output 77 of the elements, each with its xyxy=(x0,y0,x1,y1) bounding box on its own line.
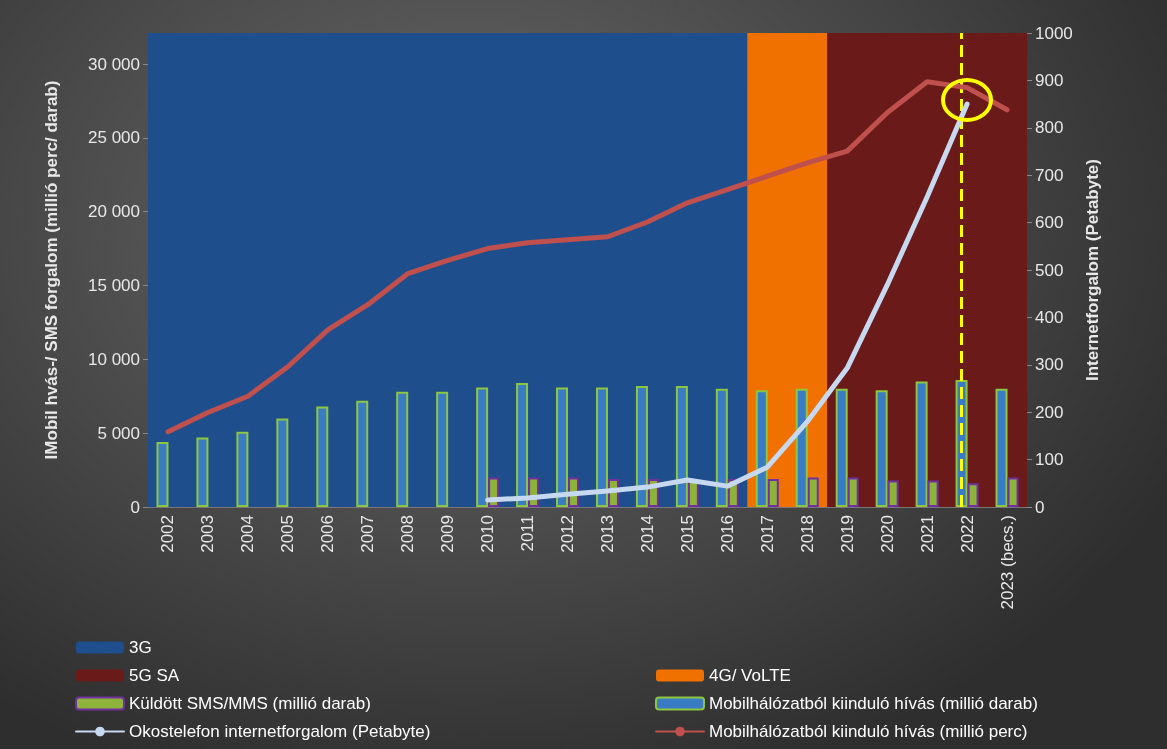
x-tick-label: 2002 xyxy=(158,515,178,553)
y2-tick-label: 200 xyxy=(1035,402,1064,422)
bar xyxy=(356,400,369,507)
y2-tick-label: 1000 xyxy=(1035,23,1073,43)
x-tick-label: 2005 xyxy=(278,515,298,553)
bar xyxy=(887,480,899,507)
x-tick-label: 2012 xyxy=(558,515,578,553)
bar xyxy=(675,385,688,507)
y-tick-label: 10 000 xyxy=(88,349,140,369)
x-tick-label: 2019 xyxy=(837,515,857,553)
y-tick-label: 30 000 xyxy=(88,54,140,74)
y-axis-title: IMobil hvás-/ SMS forgalom (millió perc/ darab) xyxy=(42,80,61,460)
x-tick-label: 2009 xyxy=(438,515,458,553)
bar xyxy=(715,388,728,507)
bar xyxy=(236,431,249,507)
bar xyxy=(807,477,819,507)
bar xyxy=(847,477,859,507)
bar xyxy=(635,385,648,507)
legend-label: Mobilhálózatból kiinduló hívás (millió perc) xyxy=(709,722,1028,741)
y2-tick-label: 600 xyxy=(1035,213,1064,233)
y-tick-label: 0 xyxy=(130,497,140,517)
x-tick-label: 2004 xyxy=(238,515,258,553)
y2-tick-label: 100 xyxy=(1035,450,1064,470)
x-tick-label: 2018 xyxy=(797,515,817,553)
x-tick-label: 2007 xyxy=(358,515,378,553)
y2-tick-label: 800 xyxy=(1035,118,1064,138)
bar xyxy=(476,387,489,507)
bar xyxy=(436,391,449,507)
bar xyxy=(276,418,289,507)
legend-label: 4G/ VoLTE xyxy=(709,666,791,685)
y-tick-label: 20 000 xyxy=(88,202,140,222)
y2-tick-label: 300 xyxy=(1035,355,1064,375)
bar xyxy=(967,483,979,507)
bar xyxy=(835,388,848,507)
x-tick-label: 2020 xyxy=(877,515,897,553)
x-tick-label: 2011 xyxy=(518,515,538,552)
legend-label: 3G xyxy=(129,638,152,657)
y2-tick-label: 400 xyxy=(1035,307,1064,327)
bar xyxy=(556,387,569,507)
bar xyxy=(156,442,169,507)
bar xyxy=(755,390,768,507)
y-tick-label: 15 000 xyxy=(88,276,140,295)
x-tick-label: 2015 xyxy=(677,515,697,553)
bar xyxy=(995,388,1008,507)
y2-axis-title: Internetforgalom (Petabyte) xyxy=(1082,159,1102,381)
y2-tick-label: 500 xyxy=(1035,260,1064,280)
x-tick-label: 2022 xyxy=(957,515,977,553)
bar xyxy=(795,388,808,507)
y-tick-label: 25 000 xyxy=(88,128,140,148)
bar xyxy=(196,437,209,507)
bar xyxy=(316,406,329,507)
y2-tick-label: 900 xyxy=(1035,70,1064,90)
bar xyxy=(516,382,529,507)
legend-label: Okostelefon internetforgalom (Petabyte) xyxy=(129,722,431,741)
legend-label: 5G SA xyxy=(129,666,180,685)
x-tick-label: 2017 xyxy=(757,515,777,553)
x-tick-label: 2013 xyxy=(597,515,617,553)
x-tick-label: 2014 xyxy=(637,515,657,553)
x-tick-label: 2010 xyxy=(478,515,498,553)
y2-tick-label: 0 xyxy=(1035,497,1045,517)
bar xyxy=(927,480,939,507)
x-tick-label: 2003 xyxy=(198,515,218,553)
x-tick-label: 2016 xyxy=(717,515,737,553)
bar xyxy=(1007,477,1019,507)
y2-tick-label: 700 xyxy=(1035,165,1064,185)
x-tick-label: 2008 xyxy=(398,515,418,553)
bar xyxy=(767,478,779,507)
legend-label: Mobilhálózatból kiinduló hívás (millió darab) xyxy=(709,694,1038,713)
y-tick-label: 5 000 xyxy=(97,423,140,443)
legend-label: Küldött SMS/MMS (millió darab) xyxy=(129,694,371,713)
bar xyxy=(915,381,928,507)
bar xyxy=(875,390,888,507)
x-tick-label: 2023 (becs.) xyxy=(997,515,1017,610)
bar xyxy=(595,387,608,507)
x-tick-label: 2006 xyxy=(318,515,338,553)
x-tick-label: 2021 xyxy=(917,515,937,553)
bar xyxy=(396,391,409,507)
